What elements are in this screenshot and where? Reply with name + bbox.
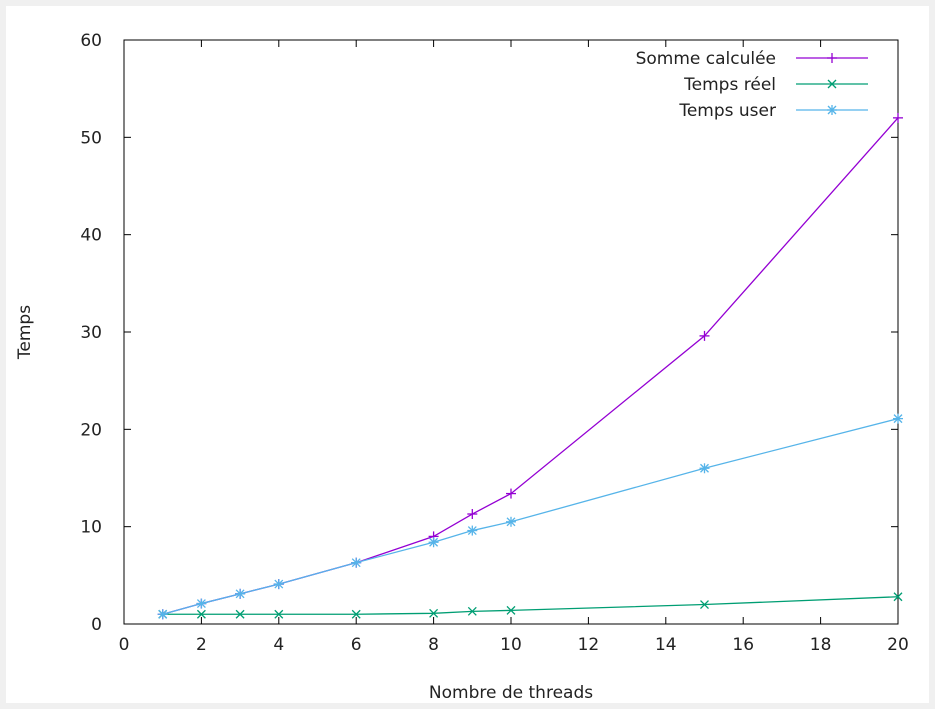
- x-tick-label: 4: [273, 635, 284, 655]
- y-tick-label: 60: [80, 31, 102, 51]
- y-tick-label: 50: [80, 128, 102, 148]
- marker-stroke: [893, 592, 903, 602]
- y-tick-label: 30: [80, 323, 102, 343]
- data-point-cross: [429, 608, 439, 618]
- data-point-cross: [351, 609, 361, 619]
- x-tick-label: 12: [578, 635, 600, 655]
- y-tick-label: 0: [91, 615, 102, 635]
- marker-stroke: [467, 526, 477, 536]
- plot-frame: [123, 39, 899, 625]
- data-point-star: [235, 588, 246, 599]
- marker-stroke: [351, 558, 361, 568]
- x-tick-label: 14: [655, 635, 677, 655]
- marker-stroke: [274, 579, 284, 589]
- legend-entry-1: Somme calculée: [636, 49, 868, 69]
- marker-stroke: [196, 599, 206, 609]
- y-tick-label: 20: [80, 420, 102, 440]
- legend-entry-3: Temps user: [678, 101, 868, 121]
- marker-stroke: [274, 609, 284, 619]
- marker-stroke: [700, 600, 709, 609]
- data-point-plus: [893, 112, 903, 123]
- data-point-star: [827, 105, 837, 115]
- axes: [123, 39, 899, 625]
- x-tick-label: 16: [732, 635, 754, 655]
- data-point-cross: [235, 609, 245, 619]
- data-point-cross: [893, 592, 903, 602]
- marker-stroke: [158, 609, 168, 619]
- series-3: [157, 413, 903, 620]
- data-point-star: [273, 579, 284, 590]
- x-tick-label: 6: [351, 635, 362, 655]
- series-2: [158, 592, 903, 619]
- x-tick-label: 8: [428, 635, 439, 655]
- data-point-plus: [506, 488, 516, 499]
- data-point-cross: [467, 606, 477, 616]
- marker-stroke: [235, 589, 245, 599]
- marker-stroke: [506, 605, 516, 615]
- data-point-star: [351, 557, 362, 568]
- data-point-plus: [827, 53, 837, 63]
- data-point-cross: [827, 79, 837, 89]
- x-tick-label: 20: [887, 635, 909, 655]
- data-point-cross: [196, 609, 206, 619]
- data-point-star: [893, 413, 903, 424]
- data-point-cross: [506, 605, 516, 615]
- legend-label: Temps réel: [683, 75, 776, 95]
- y-tick-label: 40: [80, 226, 102, 246]
- marker-stroke: [196, 609, 206, 619]
- marker-stroke: [506, 517, 516, 527]
- marker-stroke: [700, 463, 709, 473]
- legend-label: Somme calculée: [636, 49, 776, 69]
- x-tick-label: 18: [810, 635, 832, 655]
- data-point-star: [157, 609, 168, 620]
- data-point-plus: [699, 330, 710, 341]
- marker-stroke: [235, 609, 245, 619]
- x-tick-label: 2: [196, 635, 207, 655]
- data-point-cross: [700, 600, 709, 609]
- marker-stroke: [893, 414, 903, 424]
- data-point-star: [196, 598, 207, 609]
- data-point-plus: [467, 509, 478, 520]
- marker-stroke: [827, 79, 837, 89]
- series-line: [162, 596, 899, 615]
- x-tick-label: 10: [500, 635, 522, 655]
- series-line: [162, 417, 899, 615]
- marker-stroke: [467, 606, 477, 616]
- series-layer: [157, 112, 903, 620]
- data-point-star: [428, 537, 439, 548]
- legend: Somme calculée Temps réel Temps user: [636, 49, 868, 121]
- x-tick-label: 0: [119, 635, 130, 655]
- data-point-cross: [274, 609, 284, 619]
- series-line: [162, 117, 899, 615]
- data-point-star: [467, 525, 478, 536]
- marker-stroke: [429, 537, 439, 547]
- y-tick-label: 10: [80, 518, 102, 538]
- marker-stroke: [429, 608, 439, 618]
- data-point-star: [506, 516, 516, 527]
- data-point-star: [699, 463, 710, 474]
- line-chart: 0 2 4 6 8 10 12 14 16 18 20 0 10 20 30 40 50 60 Somme cal…: [15, 31, 909, 703]
- y-axis-title: Temps: [15, 305, 35, 360]
- series-1: [157, 112, 903, 620]
- ticks: 0 2 4 6 8 10 12 14 16 18 20 0 10 20 30 40 50 60: [80, 31, 908, 655]
- x-axis-title: Nombre de threads: [429, 683, 593, 703]
- plot-area: 0 2 4 6 8 10 12 14 16 18 20 0 10 20 30 40 50 60 Somme cal…: [6, 6, 929, 703]
- legend-entry-2: Temps réel: [683, 75, 868, 95]
- legend-label: Temps user: [678, 101, 776, 121]
- marker-stroke: [827, 105, 837, 115]
- marker-stroke: [351, 609, 361, 619]
